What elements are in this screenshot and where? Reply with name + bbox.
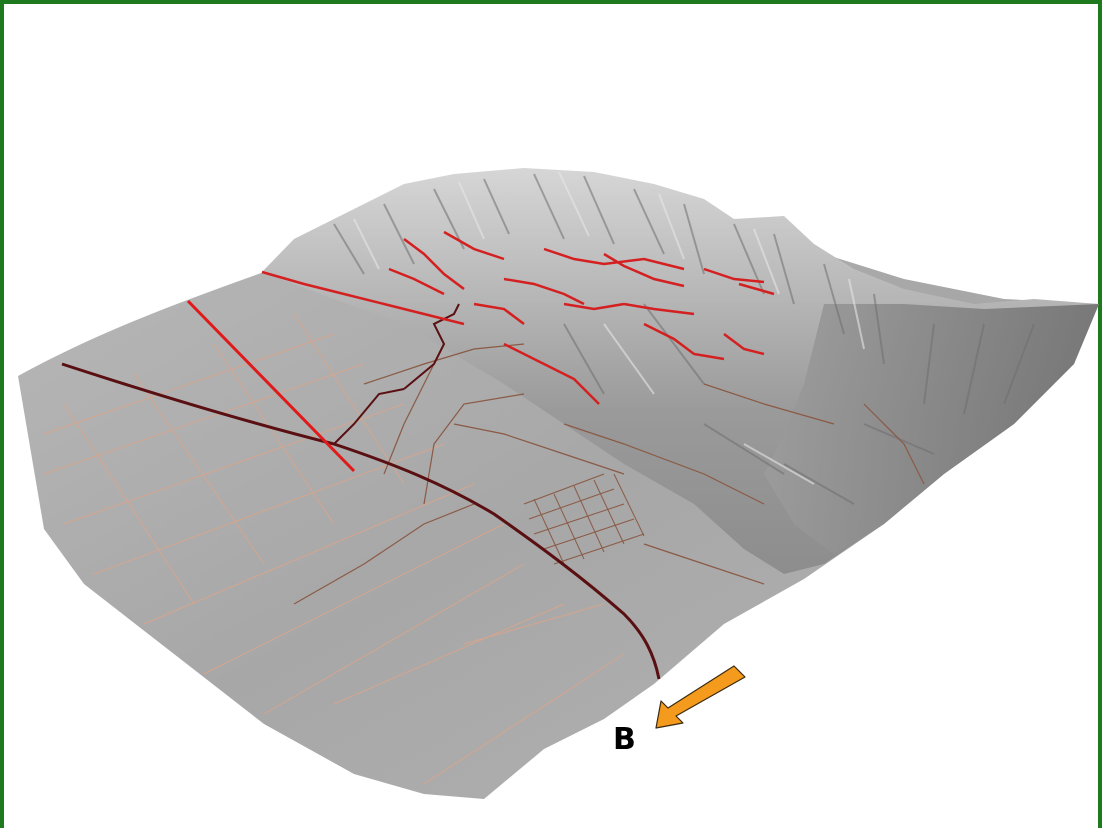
minor-roads	[43, 313, 625, 785]
secondary-roads	[333, 303, 460, 445]
town-grid	[523, 473, 645, 565]
terrain-highlights	[353, 171, 865, 485]
arrow-down-left-icon	[655, 665, 746, 729]
terrain-scene	[18, 168, 1099, 799]
local-roads	[293, 343, 925, 605]
right-flank	[764, 304, 1099, 554]
highway	[61, 362, 661, 680]
ridge-lines	[261, 230, 775, 405]
section-line	[186, 299, 356, 473]
figure-label: B	[613, 722, 636, 757]
